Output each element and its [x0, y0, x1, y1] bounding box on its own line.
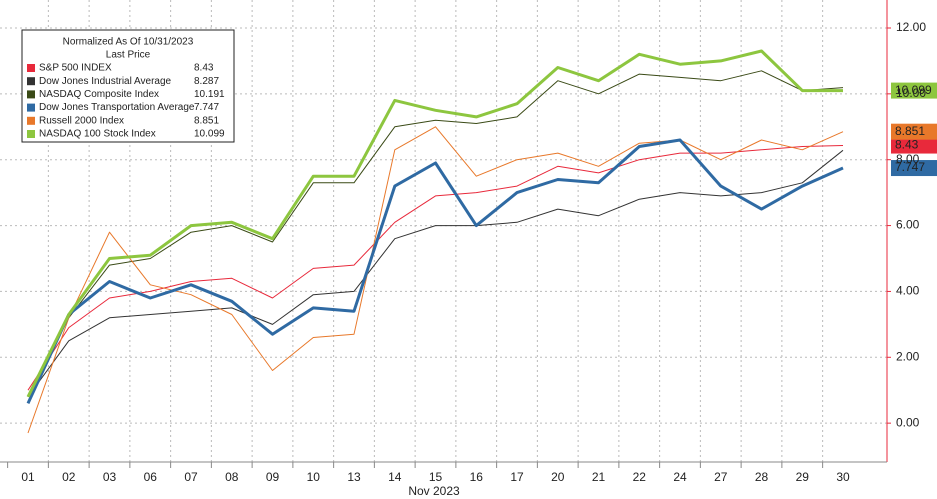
x-tick-label: 21 [592, 470, 606, 484]
legend-value: 8.287 [194, 76, 219, 87]
x-axis-label: Nov 2023 [408, 484, 460, 498]
legend-label: Russell 2000 Index [39, 115, 124, 126]
end-label-box [891, 82, 937, 99]
end-label: 8.43 [895, 138, 919, 152]
series-line [27, 149, 844, 398]
x-tick-label: 22 [633, 470, 647, 484]
y-tick-label: 0.00 [896, 415, 920, 429]
x-tick-label: 13 [347, 470, 361, 484]
legend-label: S&P 500 INDEX [39, 63, 112, 74]
end-label: 7.747 [895, 160, 925, 174]
legend-value: 8.43 [194, 63, 214, 74]
end-label-box [891, 137, 937, 154]
series-line [27, 70, 844, 398]
legend-label: NASDAQ 100 Stock Index [39, 129, 156, 140]
legend-value: 7.747 [194, 102, 219, 113]
x-tick-label: 29 [796, 470, 810, 484]
x-tick-label: 01 [21, 470, 35, 484]
legend-value: 10.191 [194, 89, 225, 100]
x-tick-label: 10 [307, 470, 321, 484]
legend: Normalized As Of 10/31/2023 Last Price S… [21, 29, 235, 143]
y-tick-label: 8.00 [896, 152, 920, 166]
legend-swatch [27, 77, 35, 86]
legend-value: 8.851 [194, 115, 219, 126]
legend-swatch [27, 64, 35, 72]
legend-value: 10.099 [194, 129, 225, 140]
x-tick-label: 27 [714, 470, 728, 484]
legend-title: Normalized As Of 10/31/2023 [63, 37, 194, 48]
x-tick-label: 15 [429, 470, 443, 484]
x-tick-label: 06 [144, 470, 158, 484]
y-tick-label: 6.00 [896, 218, 920, 232]
end-label: 10.099 [895, 83, 932, 97]
legend-swatch [27, 130, 35, 138]
lines [26, 49, 844, 434]
x-tick-label: 02 [62, 470, 76, 484]
legend-subtitle: Last Price [106, 50, 151, 61]
legend-swatch [27, 90, 35, 99]
x-tick-label: 03 [103, 470, 117, 484]
legend-box [21, 29, 235, 143]
x-tick-label: 20 [551, 470, 565, 484]
end-labels: 8.43 7.747 8.851 10.099 [891, 82, 937, 177]
x-tick-label: 08 [225, 470, 239, 484]
end-label-box [891, 160, 937, 177]
series-line [26, 49, 843, 398]
end-label-box [891, 123, 937, 140]
legend-swatch [27, 116, 35, 125]
y-tick-label: 4.00 [896, 284, 920, 298]
x-tick-label: 24 [673, 470, 687, 484]
y-tick-label: 12.00 [896, 20, 926, 34]
end-label: 8.851 [895, 124, 925, 138]
y-tick-label: 10.00 [896, 86, 926, 100]
legend-label: Dow Jones Transportation Average [39, 102, 195, 113]
x-tick-label: 16 [470, 470, 484, 484]
x-tick-label: 09 [266, 470, 280, 484]
x-tick-label: 28 [755, 470, 769, 484]
x-tick-label: 14 [388, 470, 402, 484]
series-line [26, 138, 844, 405]
x-tick-label: 30 [836, 470, 850, 484]
legend-label: NASDAQ Composite Index [39, 89, 159, 100]
legend-label: Dow Jones Industrial Average [39, 76, 172, 87]
series-line [27, 126, 844, 434]
x-tick-label: 07 [184, 470, 198, 484]
legend-swatch [27, 103, 35, 112]
x-tick-label: 17 [510, 470, 524, 484]
y-tick-label: 2.00 [896, 349, 920, 363]
